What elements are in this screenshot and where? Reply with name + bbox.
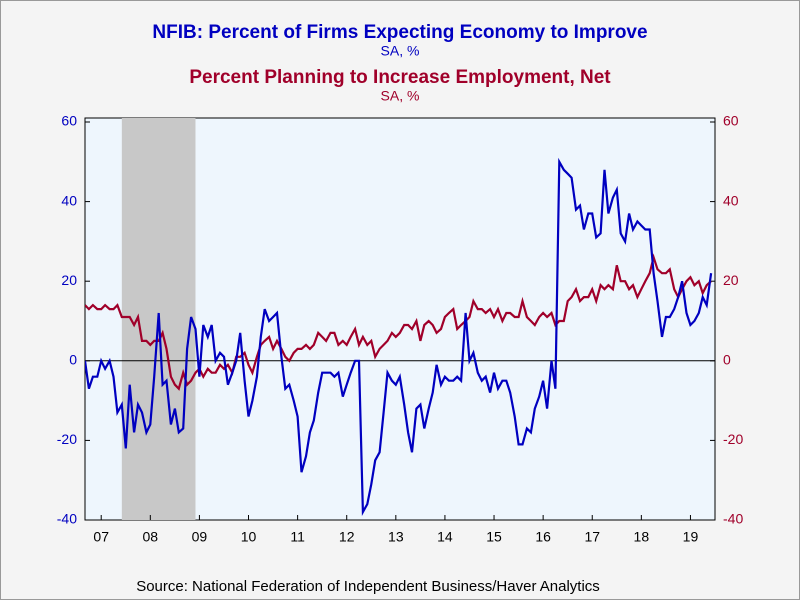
y2-tick-label: 0 (723, 352, 731, 368)
y2-tick-label: -20 (723, 431, 743, 447)
x-tick-label: 10 (241, 529, 257, 545)
series-line (85, 253, 712, 391)
y-tick-label: 60 (61, 113, 77, 129)
chart-subtitle: SA, % (381, 43, 420, 59)
y2-tick-label: -40 (723, 511, 743, 527)
x-tick-label: 11 (290, 529, 305, 545)
y-tick-label: 40 (61, 192, 77, 208)
x-tick-label: 17 (584, 529, 600, 545)
x-tick-label: 08 (143, 529, 159, 545)
x-tick-label: 19 (683, 529, 699, 545)
source-note: Source: National Federation of Independe… (136, 578, 600, 595)
y-tick-label: 0 (69, 352, 77, 368)
x-tick-label: 14 (437, 529, 453, 545)
x-tick-label: 09 (192, 529, 208, 545)
chart-title-2: Percent Planning to Increase Employment,… (189, 67, 611, 88)
x-tick-label: 07 (93, 529, 109, 545)
x-tick-label: 13 (388, 529, 404, 545)
y-tick-label: -20 (57, 431, 77, 447)
x-tick-label: 18 (634, 529, 650, 545)
y2-tick-label: 20 (723, 272, 739, 288)
y2-tick-label: 60 (723, 113, 739, 129)
y2-tick-label: 40 (723, 192, 739, 208)
x-tick-label: 15 (486, 529, 502, 545)
y-tick-label: -40 (57, 511, 77, 527)
chart-title: NFIB: Percent of Firms Expecting Economy… (152, 22, 647, 43)
chart-subtitle-2: SA, % (381, 88, 420, 104)
series-line (85, 157, 713, 517)
y-tick-label: 20 (61, 272, 77, 288)
x-tick-label: 12 (339, 529, 355, 545)
x-tick-label: 16 (535, 529, 551, 545)
